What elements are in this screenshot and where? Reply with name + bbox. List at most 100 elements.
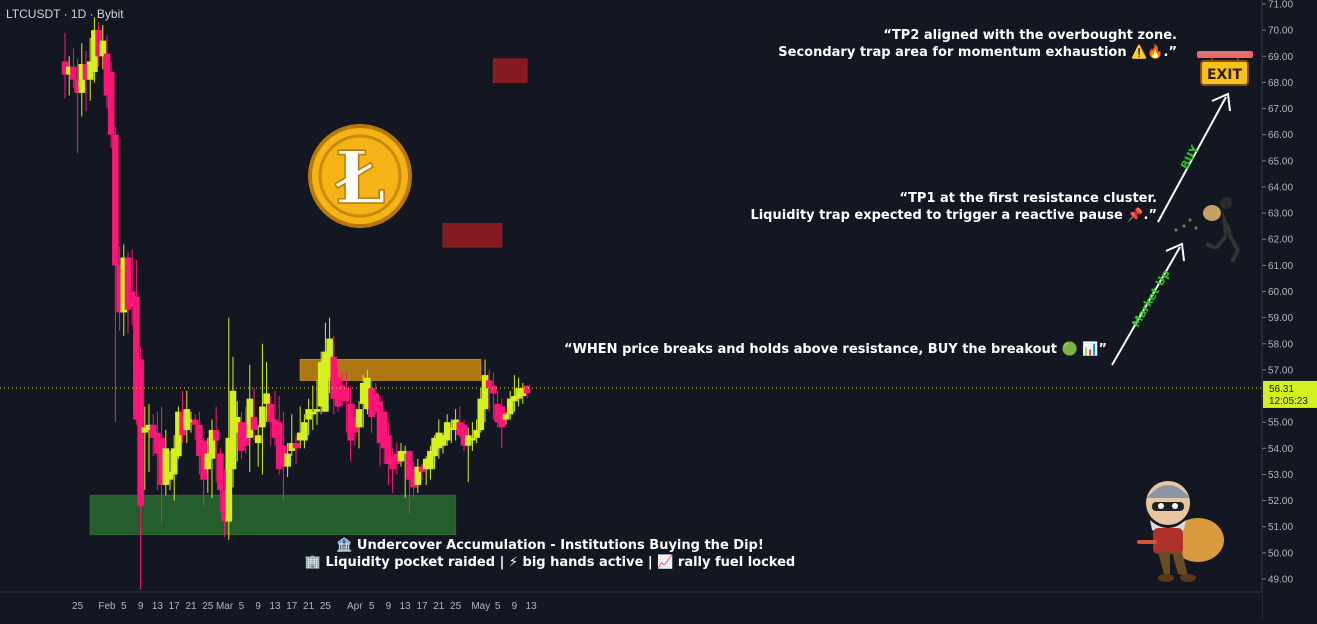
candle-body — [99, 40, 107, 57]
price-tick-label: 69.00 — [1268, 52, 1293, 63]
candle-body — [267, 403, 275, 423]
candle-body — [439, 435, 447, 446]
candle-body — [380, 411, 388, 449]
resistance-zone — [299, 358, 482, 381]
time-tick-label: May — [471, 601, 490, 612]
candle-body — [107, 71, 115, 135]
candle-body — [305, 409, 312, 420]
price-tick-label: 52.00 — [1268, 496, 1293, 507]
candle-body — [452, 419, 459, 431]
candle-body — [343, 388, 350, 402]
candle-body — [128, 291, 136, 308]
candle-body — [427, 450, 434, 470]
candle-body — [271, 419, 279, 438]
candle-body — [233, 416, 241, 433]
candle-body — [401, 450, 409, 454]
tp1-annotation: “TP1 at the first resistance cluster. Li… — [750, 190, 1157, 224]
chart-title: LTCUSDT · 1D · Bybit — [6, 7, 124, 21]
candle-body — [347, 403, 354, 441]
candle-body — [133, 296, 140, 420]
candle-body — [351, 416, 359, 433]
price-tick-label: 54.00 — [1268, 444, 1293, 455]
price-tick-label: 51.00 — [1268, 522, 1293, 533]
time-tick-label: 21 — [303, 601, 315, 612]
accumulation-line-2: 🏢 Liquidity pocket raided | ⚡ big hands … — [304, 555, 796, 570]
candle-body — [469, 437, 476, 441]
candle-body — [414, 466, 422, 485]
candle-body — [246, 398, 254, 438]
candle-body — [137, 359, 144, 506]
candle-body — [221, 490, 228, 522]
price-tick-label: 65.00 — [1268, 156, 1293, 167]
candle-body — [95, 30, 102, 57]
time-tick-label: 9 — [512, 601, 518, 612]
candle-body — [376, 401, 384, 444]
current-price-tag-bg — [1263, 380, 1317, 408]
price-tick-label: 58.00 — [1268, 339, 1293, 350]
candle-body — [494, 403, 501, 423]
candle-body — [288, 443, 296, 451]
candle-body — [103, 53, 111, 96]
candle-body — [385, 435, 392, 464]
candle-body — [154, 432, 161, 454]
time-tick-label: 13 — [269, 601, 281, 612]
candle-body — [435, 432, 443, 449]
time-tick-label: 13 — [152, 601, 164, 612]
candle-body — [490, 385, 497, 394]
time-tick-label: 17 — [416, 601, 428, 612]
price-tick-label: 71.00 — [1268, 0, 1293, 11]
candle-body — [250, 416, 258, 431]
candle-body — [355, 409, 363, 428]
candle-body — [397, 450, 405, 462]
time-tick-label: 9 — [386, 601, 392, 612]
time-tick-label: Mar — [216, 601, 234, 612]
price-axis-panel — [1262, 0, 1317, 619]
candle-body — [254, 435, 262, 444]
price-tick-label: 62.00 — [1268, 235, 1293, 246]
candle-body — [65, 66, 73, 75]
candle-body — [145, 424, 153, 431]
price-tick-label: 49.00 — [1268, 575, 1293, 586]
candle-body — [187, 419, 195, 423]
candle-body — [82, 64, 90, 80]
candle-body — [406, 450, 413, 480]
candle-body — [263, 393, 270, 404]
time-tick-label: 25 — [320, 601, 332, 612]
time-tick-label: 17 — [169, 601, 181, 612]
time-tick-label: 9 — [255, 601, 261, 612]
price-tick-label: 63.00 — [1268, 209, 1293, 220]
tp2-zone — [492, 58, 528, 83]
candle-body — [280, 445, 287, 467]
candle-body — [326, 338, 333, 378]
accumulation-zone — [89, 494, 457, 536]
candle-body — [389, 456, 396, 470]
candle-body — [196, 424, 203, 457]
candle-body — [338, 385, 346, 402]
candle-body — [296, 432, 304, 441]
candle-body — [179, 411, 186, 436]
coin-symbol: Ł — [334, 135, 385, 220]
candle-body — [309, 411, 317, 415]
candle-body — [124, 257, 132, 310]
candle-body — [259, 406, 266, 428]
time-tick-label: 5 — [239, 601, 245, 612]
candle-body — [393, 453, 401, 464]
candle-body — [225, 437, 233, 522]
time-tick-label: 25 — [72, 601, 84, 612]
candle-body — [506, 398, 514, 415]
candle-body — [112, 134, 119, 266]
candle-body — [170, 448, 178, 475]
candle-body — [422, 458, 430, 470]
candle-body — [74, 79, 81, 93]
candle-body — [116, 265, 123, 313]
candle-body — [511, 396, 518, 402]
price-tick-label: 67.00 — [1268, 104, 1293, 115]
price-tick-label: 64.00 — [1268, 182, 1293, 193]
candle-body — [519, 388, 527, 397]
litecoin-coin-icon: Ł — [308, 124, 412, 228]
candle-body — [70, 66, 77, 80]
